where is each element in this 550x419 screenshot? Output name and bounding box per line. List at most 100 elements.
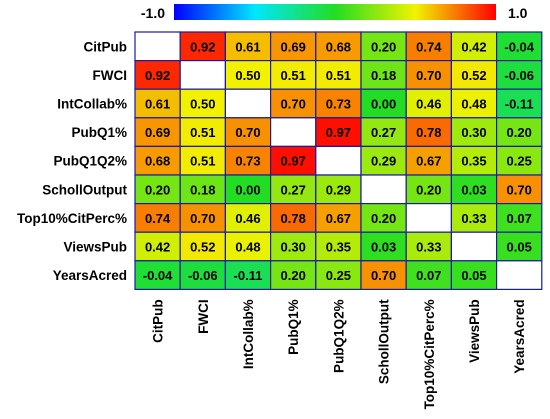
heatmap-cell	[224, 59, 272, 90]
cell-value-label: 0.70	[371, 268, 396, 283]
cell-value-label: 0.00	[371, 97, 396, 112]
heatmap-cell	[270, 145, 317, 176]
cell-value-label: 0.46	[235, 211, 260, 226]
cell-value-label: 0.20	[371, 39, 396, 54]
heatmap-cell	[315, 88, 362, 119]
cell-value-label: 0.70	[190, 211, 215, 226]
cell-value-label: 0.29	[371, 154, 396, 169]
heatmap-cell	[315, 231, 362, 262]
cell-value-label: 0.68	[145, 154, 170, 169]
cell-value-label: 0.78	[416, 125, 441, 140]
heatmap-cell	[315, 260, 362, 290]
heatmap-cell	[496, 203, 543, 233]
row-label-citpub: CitPub	[84, 39, 128, 54]
heatmap-cell	[315, 174, 362, 205]
column-label-intcollabpct: IntCollab%	[241, 299, 256, 369]
heatmap-cell	[496, 174, 543, 205]
column-label-citpub: CitPub	[151, 299, 166, 343]
cell-value-label: 0.05	[461, 268, 486, 283]
heatmap-cell	[179, 31, 226, 62]
cell-value-label: 0.70	[416, 68, 441, 83]
cell-value-label: 0.97	[326, 125, 351, 140]
row-label-top10pctcitpercpct: Top10%CitPerc%	[17, 211, 127, 226]
colorbar: -1.0 1.0	[141, 4, 528, 21]
cell-value-label: 0.67	[416, 154, 441, 169]
heatmap-cell	[179, 203, 226, 233]
cell-value-label: 0.74	[416, 39, 442, 54]
row-labels: CitPub FWCI IntCollab% PubQ1% PubQ1Q2% Scholl…	[17, 39, 128, 283]
cell-value-label: 0.68	[326, 39, 351, 54]
heatmap-cell	[224, 88, 272, 119]
heatmap-cell	[496, 59, 543, 90]
heatmap-cell	[360, 203, 407, 233]
colorbar-min-label: -1.0	[141, 5, 165, 21]
cell-value-label: 0.52	[461, 68, 486, 83]
cell-value-label: 0.92	[190, 39, 215, 54]
cell-value-label: 0.20	[416, 182, 441, 197]
heatmap-cell	[496, 231, 543, 262]
heatmap-cell	[315, 203, 362, 233]
column-labels: CitPub FWCI IntCollab% PubQ1% PubQ1Q2% Scholl…	[151, 299, 528, 410]
row-label-yearsacred: YearsAcred	[53, 268, 127, 283]
heatmap-cell	[450, 174, 498, 205]
heatmap-cell	[405, 203, 453, 233]
colorbar-gradient	[174, 4, 496, 20]
cell-value-label: 0.00	[235, 182, 260, 197]
column-label-fwci: FWCI	[196, 299, 211, 334]
cell-value-label: -0.06	[188, 268, 218, 283]
cell-value-label: 0.61	[145, 97, 170, 112]
heatmap-cell	[405, 31, 453, 62]
cell-value-label: 0.20	[145, 182, 170, 197]
cell-value-label: 0.51	[190, 154, 215, 169]
heatmap-cell	[360, 174, 407, 205]
cell-value-label: 0.42	[145, 240, 170, 255]
cell-value-label: 0.30	[281, 240, 306, 255]
heatmap-cell	[134, 31, 181, 62]
cell-value-label: 0.73	[326, 97, 351, 112]
cell-value-label: 0.73	[235, 154, 260, 169]
heatmap-cell	[450, 260, 498, 290]
heatmap-cell	[315, 59, 362, 90]
cell-value-label: 0.07	[507, 211, 532, 226]
cell-value-label: -0.06	[504, 68, 534, 83]
heatmap-cell	[360, 117, 407, 148]
cell-value-label: 0.52	[190, 240, 215, 255]
cell-value-label: 0.25	[326, 268, 351, 283]
heatmap-cell	[179, 174, 226, 205]
row-label-fwci: FWCI	[93, 68, 128, 83]
heatmap-cell	[224, 260, 272, 290]
row-label-intcollabpct: IntCollab%	[57, 97, 127, 112]
cell-value-label: 0.78	[281, 211, 306, 226]
column-label-top10pctcitpercpct: Top10%CitPerc%	[422, 299, 437, 409]
cell-value-label: 0.33	[461, 211, 486, 226]
cell-value-label: 0.51	[281, 68, 306, 83]
cell-value-label: 0.67	[326, 211, 351, 226]
heatmap-cell	[270, 88, 317, 119]
cell-value-label: 0.70	[507, 182, 532, 197]
cell-value-label: 0.92	[145, 68, 170, 83]
cell-value-label: 0.70	[235, 125, 260, 140]
cell-value-label: 0.25	[507, 154, 532, 169]
cell-value-label: 0.27	[371, 125, 396, 140]
heatmap-cell	[405, 174, 453, 205]
heatmap-cell	[270, 117, 317, 148]
cell-value-label: 0.48	[235, 240, 260, 255]
cell-value-label: 0.42	[461, 39, 486, 54]
cell-value-label: 0.74	[145, 211, 171, 226]
cell-value-label: 0.97	[281, 154, 306, 169]
cell-value-label: 0.07	[416, 268, 441, 283]
row-label-pubq1pct: PubQ1%	[71, 125, 127, 140]
cell-value-label: 0.18	[371, 68, 396, 83]
heatmap-cell	[496, 31, 543, 62]
cell-value-label: 0.03	[371, 240, 396, 255]
row-label-pubq1q2pct: PubQ1Q2%	[53, 154, 127, 169]
heatmap-cell	[270, 260, 317, 290]
column-label-scholloutput: SchollOutput	[377, 299, 392, 384]
cell-value-label: 0.27	[281, 182, 306, 197]
row-label-scholloutput: SchollOutput	[42, 182, 127, 197]
heatmap-cell	[134, 203, 181, 233]
cell-value-label: 0.61	[235, 39, 260, 54]
cell-value-label: 0.70	[281, 97, 306, 112]
column-label-yearsacred: YearsAcred	[512, 299, 527, 373]
